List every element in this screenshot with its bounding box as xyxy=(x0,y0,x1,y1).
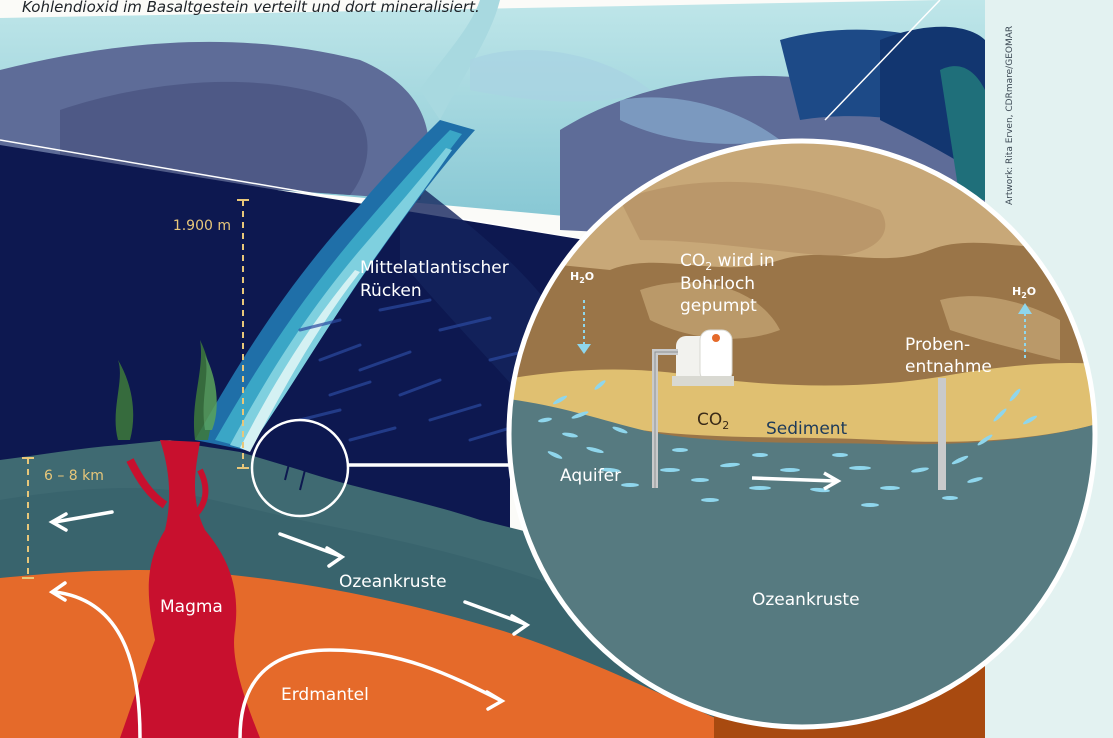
inset-sediment-label: Sediment xyxy=(766,419,848,439)
inset-sampling-line2: entnahme xyxy=(905,357,992,377)
inset-ring xyxy=(506,138,1098,730)
crust-depth-label: 6 – 8 km xyxy=(44,468,104,484)
inset-h2o-left: H2O xyxy=(570,270,594,285)
hydrothermal-plumes xyxy=(115,340,217,440)
depth-indicator-crust xyxy=(22,457,34,579)
magma-label: Magma xyxy=(160,597,223,617)
caption-text: Kohlendioxid im Basaltgestein verteilt u… xyxy=(22,0,480,16)
inset-co2-pumped-line3: gepumpt xyxy=(680,296,757,316)
inset-sampling-line1: Proben- xyxy=(905,335,970,355)
inset-co2-pumped-line1: CO2 wird in xyxy=(680,251,775,273)
injection-unit xyxy=(652,329,734,488)
ridge-label-line1: Mittelatlantischer xyxy=(360,258,509,278)
artwork-credit: Artwork: Rita Erven, CDRmare/GEOMAR xyxy=(1005,26,1015,205)
inset-aquifer-label: Aquifer xyxy=(560,466,621,486)
water-arrows xyxy=(583,300,1026,358)
seafloor-streaks xyxy=(298,298,532,442)
inset-h2o-right: H2O xyxy=(1012,285,1036,300)
sampling-well xyxy=(938,378,946,490)
mantle-label: Erdmantel xyxy=(281,685,369,705)
inset-co2-label: CO2 xyxy=(697,410,729,432)
ridge-label-line2: Rücken xyxy=(360,281,422,301)
aquifer-particles xyxy=(538,380,1037,507)
motion-arrows xyxy=(48,510,531,738)
inset-co2-pumped-line2: Bohrloch xyxy=(680,274,755,294)
depth-indicator-water xyxy=(237,199,249,469)
magma-chamber xyxy=(120,440,260,738)
inset-ocean-crust-label: Ozeankruste xyxy=(752,590,860,610)
ocean-crust-label: Ozeankruste xyxy=(339,572,447,592)
zoom-marker xyxy=(250,418,350,518)
mid-atlantic-ridge xyxy=(195,120,475,452)
inset-detail xyxy=(509,141,1095,727)
water-depth-label: 1.900 m xyxy=(173,218,231,234)
